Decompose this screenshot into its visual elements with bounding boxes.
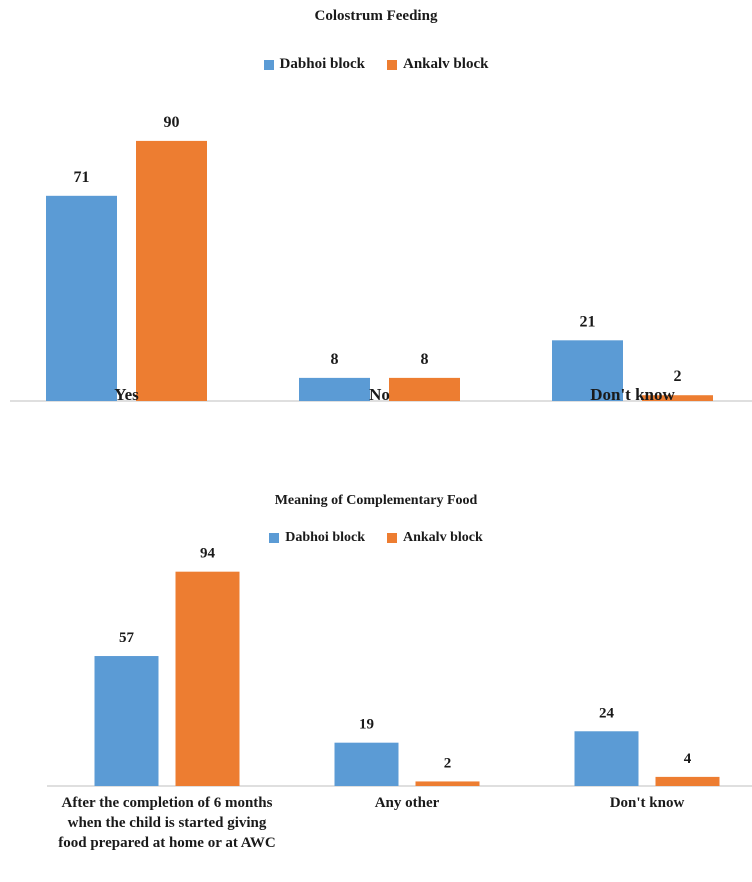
- data-label: 71: [74, 169, 90, 186]
- category-label: Don't know: [590, 385, 675, 404]
- category-label: Don't know: [609, 795, 685, 811]
- category-label: After the completion of 6 months when th…: [58, 795, 276, 851]
- legend-swatch-ankalv: [387, 59, 397, 70]
- bar-dabhoi-2: [552, 340, 623, 401]
- legend-label-dabhoi: Dabhoi block: [285, 530, 365, 545]
- bar-dabhoi-2: [574, 731, 639, 786]
- data-label: 94: [200, 546, 216, 562]
- chart-legend: Dabhoi block Ankalv block: [0, 56, 752, 73]
- bar-dabhoi-1: [334, 742, 399, 786]
- plot-area: 71 90 8 8 21 2: [10, 114, 752, 402]
- data-label: 57: [119, 630, 135, 646]
- bar-ankalv-1: [415, 781, 480, 786]
- complementary-food-chart: Meaning of Complementary Food Dabhoi blo…: [0, 480, 752, 882]
- chart-legend: Dabhoi block Ankalv block: [0, 530, 752, 546]
- data-label: 4: [684, 751, 692, 767]
- data-label: 8: [331, 351, 339, 368]
- data-label: 2: [674, 368, 682, 385]
- chart-title: Meaning of Complementary Food: [274, 493, 478, 508]
- chart-title: Colostrum Feeding: [314, 8, 438, 24]
- category-label: No: [369, 385, 390, 404]
- bar-ankalv-1: [389, 377, 460, 401]
- data-label: 90: [164, 114, 180, 131]
- bar-ankalv-2: [642, 395, 713, 401]
- bar-dabhoi-0: [94, 656, 159, 786]
- legend-item-dabhoi: Dabhoi block: [269, 530, 365, 546]
- colostrum-feeding-chart: Colostrum Feeding Dabhoi block Ankalv bl…: [0, 0, 752, 440]
- data-label: 21: [580, 313, 596, 330]
- data-label: 8: [421, 351, 429, 368]
- bar-ankalv-0: [175, 571, 240, 786]
- bar-dabhoi-1: [299, 377, 370, 401]
- data-label: 2: [444, 755, 452, 771]
- legend-item-ankalv: Ankalv block: [387, 530, 483, 546]
- plot-area: 57 94 19 2 24 4: [47, 546, 752, 787]
- legend-item-dabhoi: Dabhoi block: [263, 56, 365, 73]
- legend-label-ankalv: Ankalv block: [403, 56, 489, 72]
- legend-swatch-ankalv: [387, 533, 397, 543]
- data-label: 24: [599, 705, 615, 721]
- legend-item-ankalv: Ankalv block: [387, 56, 488, 73]
- bar-dabhoi-0: [46, 195, 117, 401]
- bar-ankalv-0: [136, 140, 207, 401]
- legend-label-ankalv: Ankalv block: [403, 530, 483, 545]
- legend-label-dabhoi: Dabhoi block: [279, 56, 365, 72]
- data-label: 19: [359, 717, 374, 733]
- bar-ankalv-2: [655, 776, 720, 786]
- category-label: Yes: [114, 385, 139, 404]
- legend-swatch-dabhoi: [263, 59, 274, 70]
- legend-swatch-dabhoi: [269, 533, 280, 543]
- category-label: Any other: [374, 795, 440, 811]
